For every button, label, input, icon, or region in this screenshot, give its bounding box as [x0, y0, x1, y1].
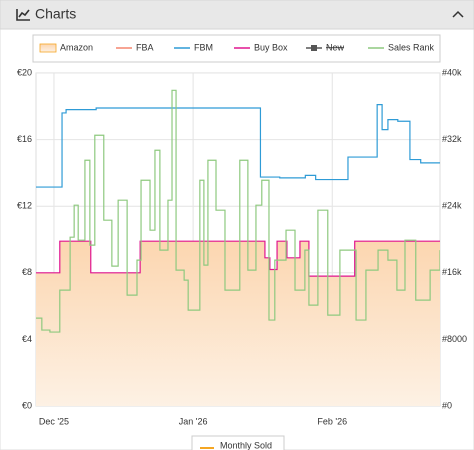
legend-label[interactable]: Buy Box	[254, 42, 288, 52]
line	[36, 104, 440, 188]
y-tick-label: €12	[17, 201, 32, 211]
secondary-legend-box	[191, 435, 285, 450]
y-tick-label: €0	[22, 400, 32, 410]
legend-label[interactable]: New	[326, 42, 345, 52]
x-tick-label: Feb '26	[317, 416, 347, 426]
y-tick-label: €20	[17, 67, 32, 77]
y2-tick-label: #40k	[442, 67, 462, 77]
y-tick-label: €16	[17, 134, 32, 144]
legend-swatch	[39, 43, 57, 53]
y-tick-label: €8	[22, 267, 32, 277]
y2-tick-label: #32k	[442, 134, 462, 144]
legend-label[interactable]: FBA	[136, 42, 154, 52]
legend-label[interactable]: Amazon	[60, 42, 93, 52]
chart-icon	[16, 9, 30, 21]
panel-title: Charts	[35, 6, 76, 22]
y2-tick-label: #24k	[442, 201, 462, 211]
line	[36, 89, 440, 333]
panel-header[interactable]	[0, 0, 474, 30]
legend-marker	[311, 45, 317, 51]
secondary-legend-label[interactable]: Monthly Sold	[220, 440, 272, 450]
collapse-caret[interactable]	[452, 10, 464, 18]
legend-label[interactable]: Sales Rank	[388, 42, 435, 52]
y-tick-label: €4	[22, 334, 32, 344]
y2-tick-label: #8000	[442, 334, 467, 344]
y2-tick-label: #0	[442, 400, 452, 410]
y2-tick-label: #16k	[442, 267, 462, 277]
x-tick-label: Dec '25	[39, 416, 69, 426]
legend-label[interactable]: FBM	[194, 42, 213, 52]
x-tick-label: Jan '26	[179, 416, 208, 426]
